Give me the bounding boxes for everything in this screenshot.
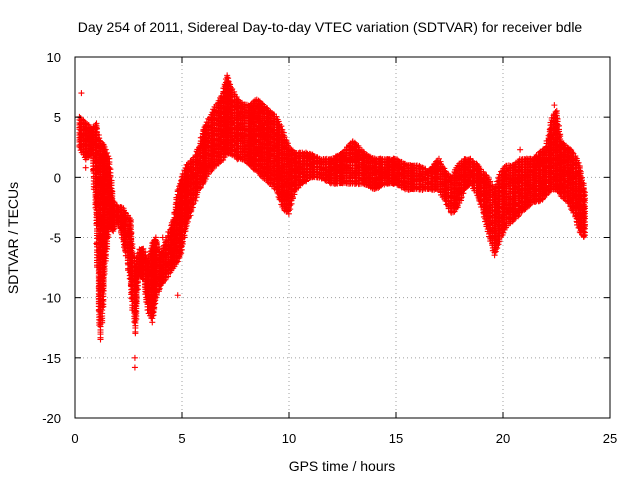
data-point xyxy=(133,300,140,307)
data-point xyxy=(153,291,160,298)
data-point xyxy=(151,306,158,313)
data-point xyxy=(100,287,107,294)
chart-title: Day 254 of 2011, Sidereal Day-to-day VTE… xyxy=(78,19,583,35)
data-point xyxy=(132,330,139,337)
data-point xyxy=(102,257,109,264)
data-point xyxy=(104,245,111,252)
data-point xyxy=(150,312,157,319)
data-point xyxy=(100,303,107,310)
data-point xyxy=(156,285,163,292)
data-points xyxy=(76,72,588,371)
data-point xyxy=(133,316,140,323)
data-point xyxy=(160,278,167,285)
data-point xyxy=(97,336,104,343)
data-point xyxy=(111,225,118,232)
data-point xyxy=(101,270,108,277)
data-point xyxy=(99,319,106,326)
data-point xyxy=(149,319,156,326)
data-point xyxy=(152,300,159,307)
data-point xyxy=(134,286,141,293)
data-point xyxy=(105,234,112,241)
